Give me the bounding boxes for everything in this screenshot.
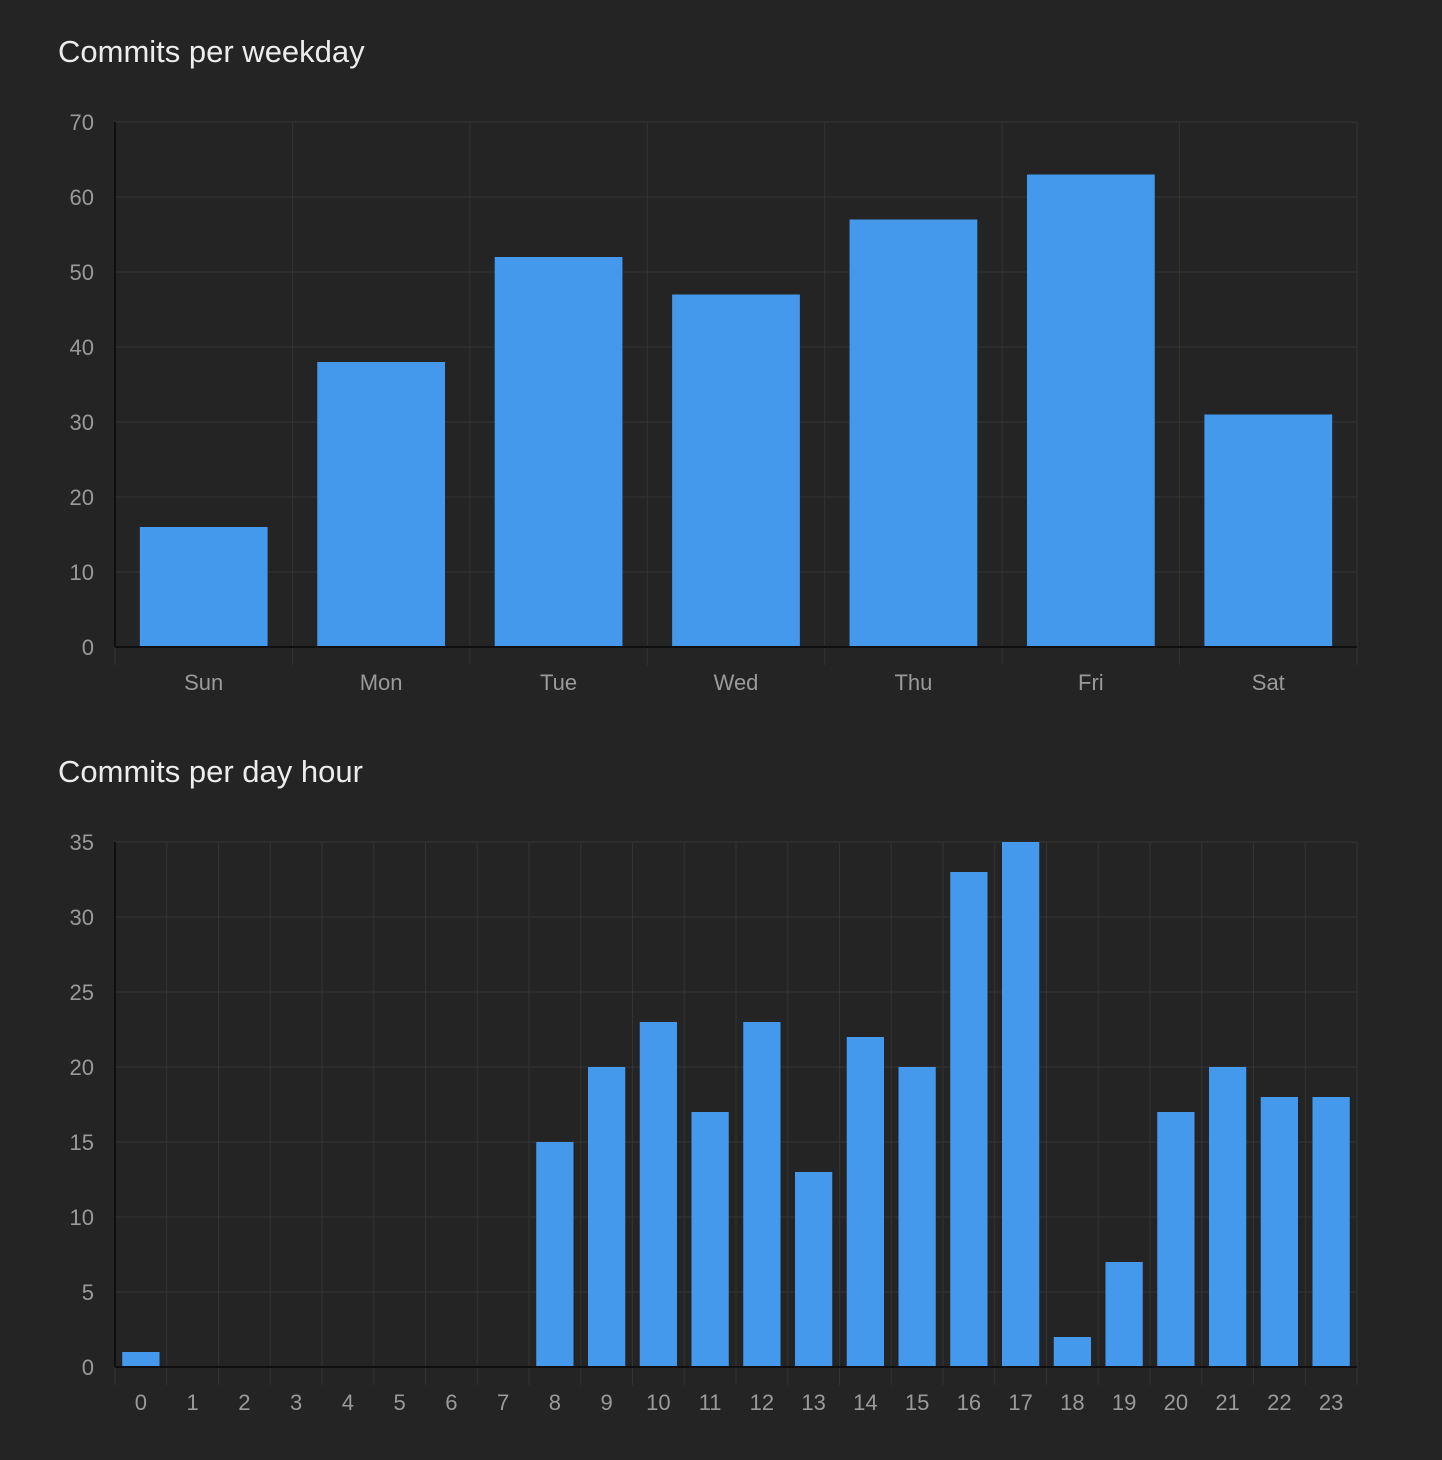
y-tick-label: 5 bbox=[82, 1280, 94, 1305]
x-tick-label: 15 bbox=[905, 1390, 929, 1415]
x-tick-label: 23 bbox=[1319, 1390, 1343, 1415]
x-tick-label: 5 bbox=[394, 1390, 406, 1415]
y-tick-label: 20 bbox=[70, 1055, 94, 1080]
bar-sun bbox=[139, 527, 268, 647]
x-tick-label: 1 bbox=[187, 1390, 199, 1415]
y-tick-label: 25 bbox=[70, 980, 94, 1005]
bar-14 bbox=[846, 1037, 885, 1367]
bar-sat bbox=[1204, 414, 1333, 647]
bar-9 bbox=[587, 1067, 626, 1367]
x-tick-label: 9 bbox=[601, 1390, 613, 1415]
x-tick-label: Fri bbox=[1078, 670, 1104, 695]
x-tick-label: 8 bbox=[549, 1390, 561, 1415]
x-tick-label: 10 bbox=[646, 1390, 670, 1415]
bar-22 bbox=[1260, 1097, 1299, 1367]
x-tick-label: 21 bbox=[1215, 1390, 1239, 1415]
y-tick-label: 10 bbox=[70, 560, 94, 585]
bar-tue bbox=[494, 257, 623, 647]
bar-8 bbox=[536, 1142, 574, 1367]
x-tick-label: 4 bbox=[342, 1390, 354, 1415]
y-tick-label: 35 bbox=[70, 830, 94, 855]
bar-fri bbox=[1026, 174, 1155, 647]
y-tick-label: 40 bbox=[70, 335, 94, 360]
y-tick-label: 20 bbox=[70, 485, 94, 510]
y-tick-label: 60 bbox=[70, 185, 94, 210]
bar-10 bbox=[639, 1022, 678, 1367]
bar-17 bbox=[1001, 842, 1040, 1367]
y-tick-label: 0 bbox=[82, 635, 94, 660]
x-tick-label: Wed bbox=[714, 670, 759, 695]
x-tick-label: 18 bbox=[1060, 1390, 1084, 1415]
y-tick-label: 50 bbox=[70, 260, 94, 285]
bar-23 bbox=[1312, 1097, 1350, 1367]
weekday-bar-chart: 0 10 20 30 40 50 60 70 Sun Mon Tue Wed Thu Fri Sat bbox=[70, 110, 1358, 695]
x-tick-label: 6 bbox=[445, 1390, 457, 1415]
bar-mon bbox=[317, 362, 446, 647]
x-tick-label: Tue bbox=[540, 670, 577, 695]
x-tick-label: Sat bbox=[1252, 670, 1285, 695]
x-tick-label: 20 bbox=[1164, 1390, 1188, 1415]
y-tick-label: 15 bbox=[70, 1130, 94, 1155]
x-tick-label: 14 bbox=[853, 1390, 877, 1415]
x-tick-label: Mon bbox=[360, 670, 403, 695]
y-tick-label: 30 bbox=[70, 410, 94, 435]
x-tick-label: 7 bbox=[497, 1390, 509, 1415]
bar-0 bbox=[122, 1352, 160, 1367]
x-tick-label: 11 bbox=[699, 1390, 722, 1415]
bar-19 bbox=[1105, 1262, 1143, 1367]
y-tick-label: 0 bbox=[82, 1355, 94, 1380]
bar-thu bbox=[849, 219, 978, 647]
x-tick-label: 16 bbox=[957, 1390, 981, 1415]
bar-15 bbox=[898, 1067, 936, 1367]
x-tick-label: Sun bbox=[184, 670, 223, 695]
bar-wed bbox=[672, 294, 800, 647]
bar-13 bbox=[794, 1172, 833, 1367]
x-tick-label: 3 bbox=[290, 1390, 302, 1415]
bar-20 bbox=[1157, 1112, 1195, 1367]
bar-21 bbox=[1208, 1067, 1247, 1367]
x-tick-label: 13 bbox=[801, 1390, 825, 1415]
x-tick-label: Thu bbox=[894, 670, 932, 695]
hour-chart-title: Commits per day hour bbox=[58, 754, 363, 789]
y-tick-label: 70 bbox=[70, 110, 94, 135]
y-tick-label: 10 bbox=[70, 1205, 94, 1230]
y-tick-label: 30 bbox=[70, 905, 94, 930]
x-tick-label: 19 bbox=[1112, 1390, 1136, 1415]
weekday-chart-title: Commits per weekday bbox=[58, 34, 365, 69]
x-tick-label: 12 bbox=[750, 1390, 774, 1415]
bar-18 bbox=[1053, 1337, 1092, 1367]
x-tick-label: 17 bbox=[1008, 1390, 1032, 1415]
bar-16 bbox=[950, 872, 988, 1367]
x-tick-label: 0 bbox=[135, 1390, 147, 1415]
bar-11 bbox=[691, 1112, 729, 1367]
x-tick-label: 22 bbox=[1267, 1390, 1291, 1415]
bar-12 bbox=[743, 1022, 781, 1367]
x-tick-label: 2 bbox=[238, 1390, 250, 1415]
